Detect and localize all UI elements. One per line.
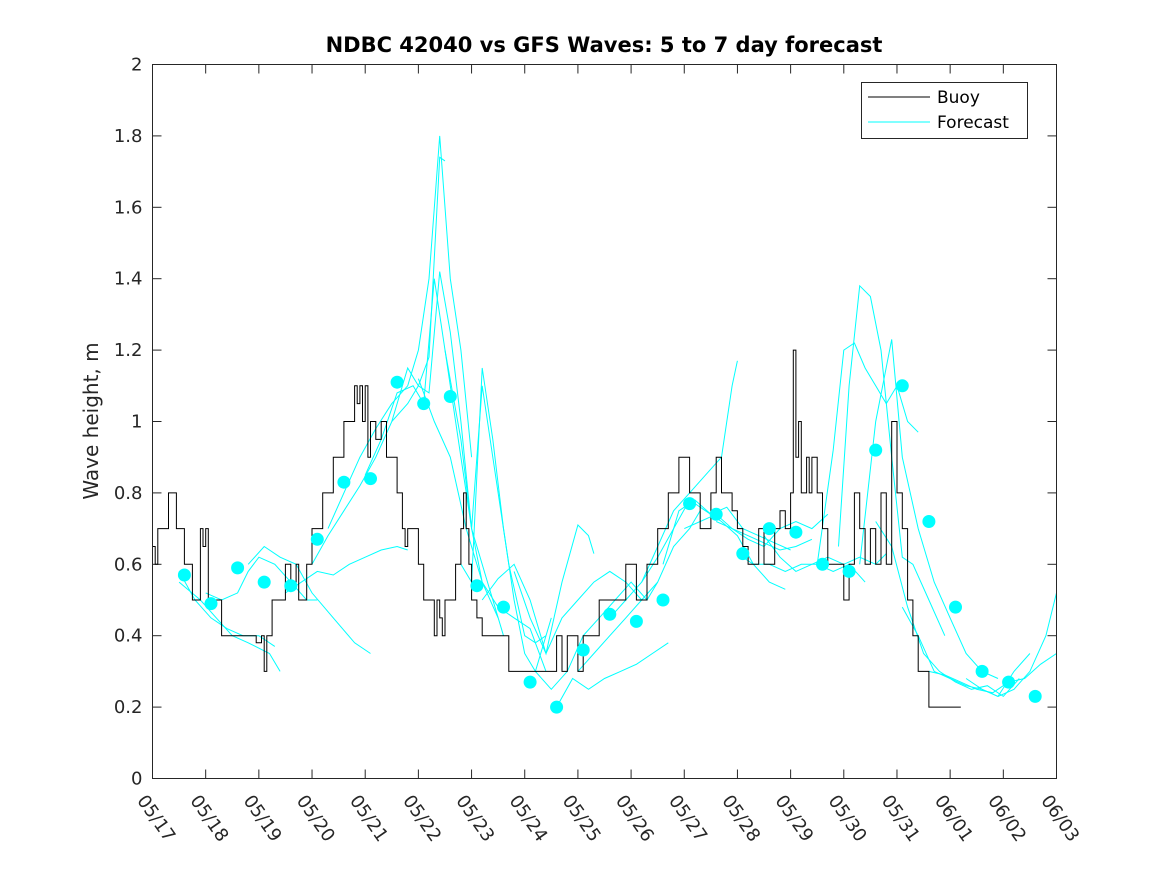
y-tick-label: 1.2 [114,340,143,361]
forecast-markers [177,375,1042,714]
buoy-series [152,349,961,708]
legend: Buoy Forecast [861,82,1028,139]
y-tick-label: 1 [131,412,142,433]
buoy-line [152,349,961,708]
forecast-marker [603,607,617,621]
forecast-marker [949,600,962,614]
y-tick-label: 0.6 [114,554,143,575]
forecast-line [364,278,504,636]
forecast-marker [443,390,457,403]
forecast-marker [1028,689,1042,703]
forecast-marker [656,593,670,607]
forecast-line [609,360,738,619]
forecast-marker [497,600,510,614]
plot-frame [152,64,1057,779]
forecast-marker [975,664,989,678]
plot-area [152,64,1057,779]
forecast-line [460,367,552,673]
forecast-marker [417,397,431,411]
forecast-marker [257,575,271,589]
y-tick-label: 1.8 [114,126,143,147]
forecast-marker [470,579,484,593]
forecast-marker [736,547,750,561]
y-tick-label: 1.6 [114,197,143,218]
forecast-marker [177,568,191,582]
forecast-line [715,513,829,548]
forecast-line [205,556,318,601]
forecast-marker [310,532,324,546]
y-tick-label: 0 [131,769,142,790]
forecast-line [928,653,1057,694]
forecast-marker [816,557,829,571]
forecast-line [556,642,669,708]
forecast-marker [629,614,643,628]
forecast-marker [523,675,537,689]
forecast-line [816,342,919,565]
y-axis: 0 0.2 0.4 0.6 0.8 1 1.2 1.4 1.6 1.8 2 [114,55,1057,790]
forecast-line [327,135,473,529]
forecast-marker [1002,675,1016,689]
forecast-marker [550,700,564,714]
y-tick-label: 0.4 [114,626,143,647]
forecast-marker [869,443,883,457]
legend-box [861,82,1028,139]
forecast-marker [789,525,803,539]
forecast-line [247,545,371,654]
y-tick-label: 2 [131,55,142,76]
forecast-marker [337,475,351,489]
y-tick-label: 0.8 [114,483,143,504]
forecast-line [684,513,813,551]
forecast-marker [683,497,697,511]
forecast-line [444,350,547,644]
forecast-line [859,339,999,679]
forecast-marker [364,472,377,486]
y-tick-label: 1.4 [114,269,143,290]
forecast-line [965,592,1057,697]
forecast-marker [390,375,404,389]
chart-title: NDBC 42040 vs GFS Waves: 5 to 7 day fore… [326,33,883,57]
y-tick-label: 0.2 [114,697,143,718]
forecast-line [513,570,643,655]
forecast-marker [284,579,298,593]
forecast-line [391,271,499,619]
forecast-marker [895,379,909,393]
forecast-marker [762,522,776,536]
y-axis-label: Wave height, m [79,342,103,499]
forecast-marker [842,564,856,578]
legend-buoy-label: Buoy [937,88,980,108]
legend-forecast-label: Forecast [937,113,1009,133]
forecast-line [838,284,946,636]
forecast-marker [922,515,936,528]
forecast-marker [576,643,590,657]
forecast-marker [231,561,245,575]
forecast-marker [709,507,723,521]
forecast-marker [204,597,218,611]
